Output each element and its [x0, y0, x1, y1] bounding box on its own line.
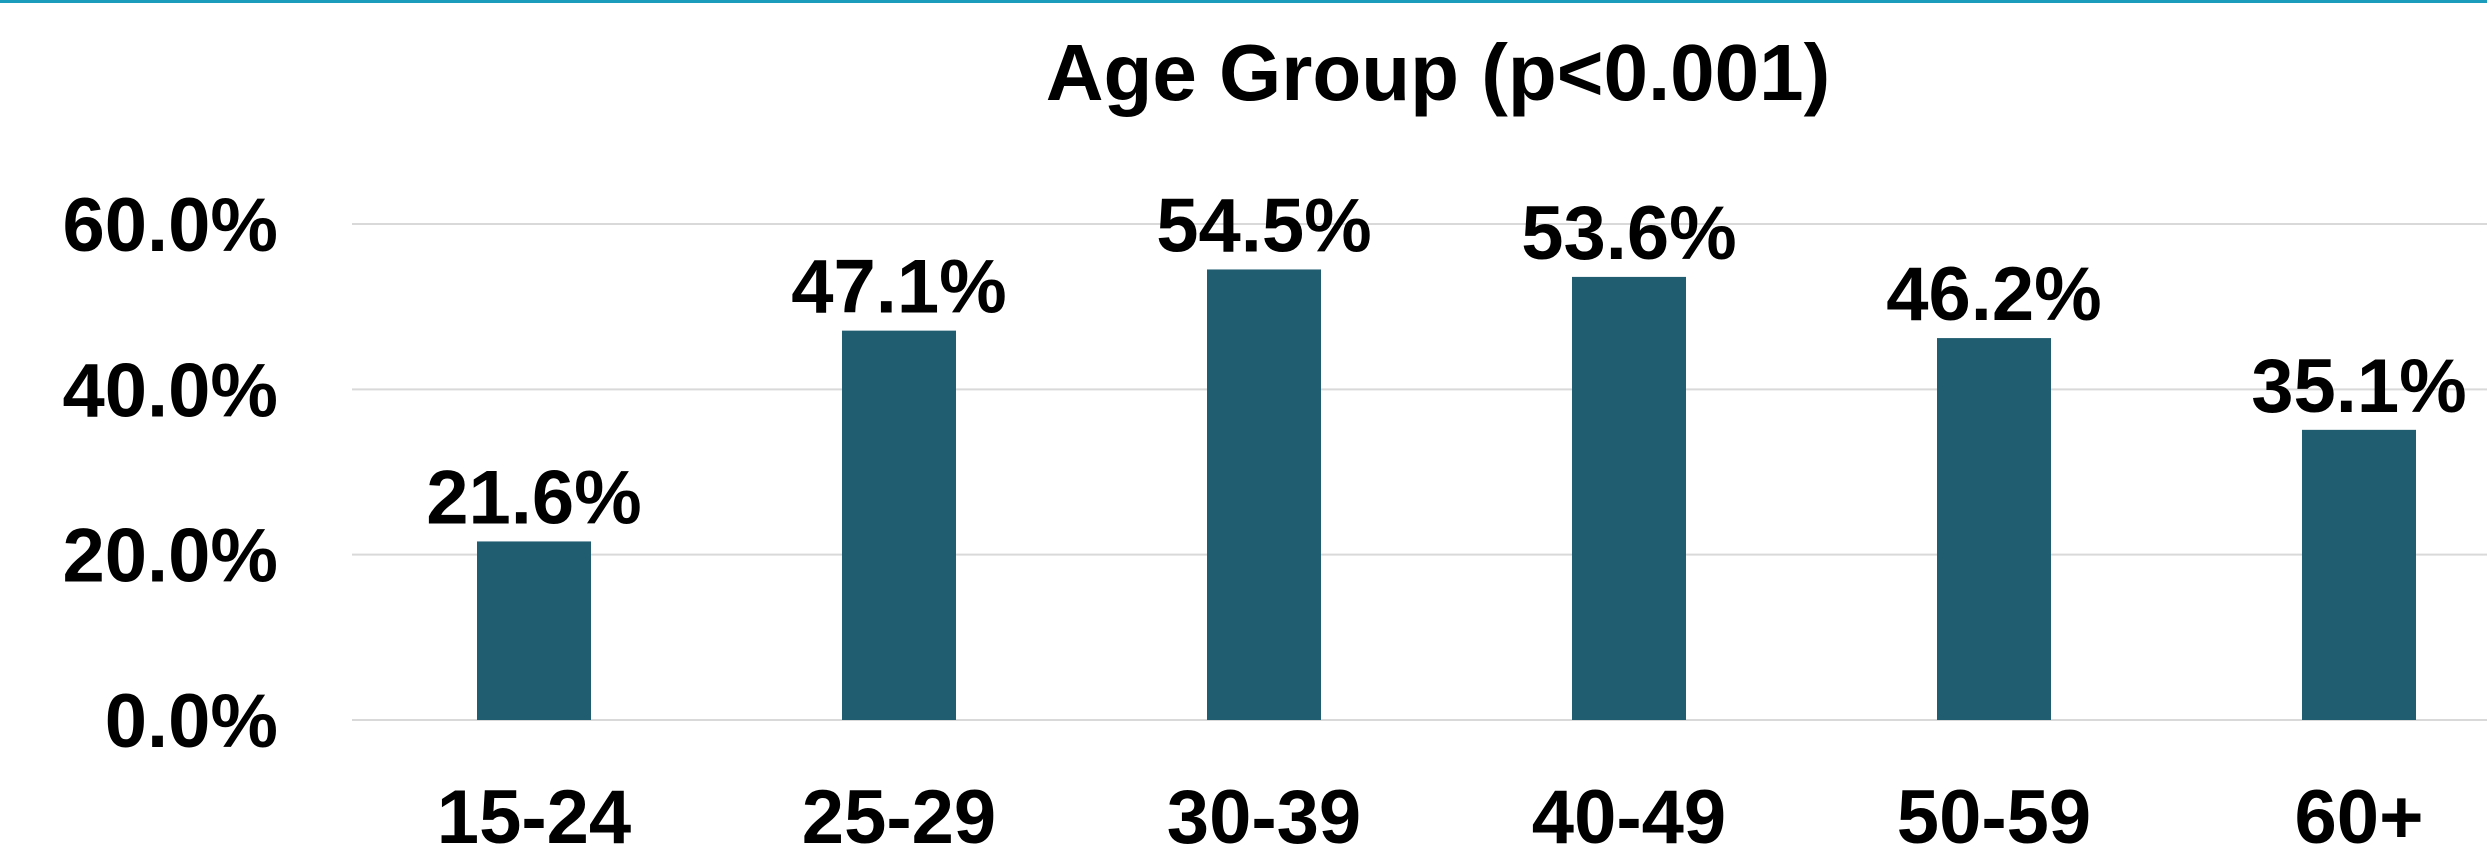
bar-40-49	[1572, 276, 1686, 720]
x-category-label: 60+	[2295, 775, 2424, 853]
x-category-label: 50-59	[1897, 775, 2091, 853]
data-label: 35.1%	[2251, 344, 2467, 429]
x-category-label: 25-29	[802, 775, 996, 853]
bar-60+	[2302, 429, 2416, 720]
data-labels: 21.6% 47.1% 54.5% 53.6% 46.2% 35.1%	[426, 183, 2467, 540]
bar-15-24	[477, 541, 591, 720]
data-label: 46.2%	[1886, 252, 2102, 337]
bar-30-39	[1207, 269, 1321, 720]
x-category-label: 40-49	[1532, 775, 1726, 853]
bar-50-59	[1937, 338, 2051, 720]
y-tick-label: 20.0%	[63, 514, 279, 599]
bars	[477, 269, 2416, 720]
data-label: 54.5%	[1156, 183, 1372, 268]
x-axis-category-labels: 15-24 25-29 30-39 40-49 50-59 60+	[437, 775, 2424, 853]
y-tick-label: 0.0%	[105, 679, 278, 764]
data-label: 53.6%	[1521, 191, 1737, 276]
x-category-label: 15-24	[437, 775, 631, 853]
gridlines	[352, 223, 2487, 721]
y-tick-label: 60.0%	[63, 183, 279, 268]
y-axis-tick-labels: 0.0% 20.0% 40.0% 60.0%	[63, 183, 279, 764]
bar-25-29	[842, 330, 956, 720]
data-label: 21.6%	[426, 455, 642, 540]
chart-title: Age Group (p<0.001)	[1046, 28, 1831, 117]
data-label: 47.1%	[791, 245, 1007, 330]
x-category-label: 30-39	[1167, 775, 1361, 853]
y-tick-label: 40.0%	[63, 348, 279, 433]
